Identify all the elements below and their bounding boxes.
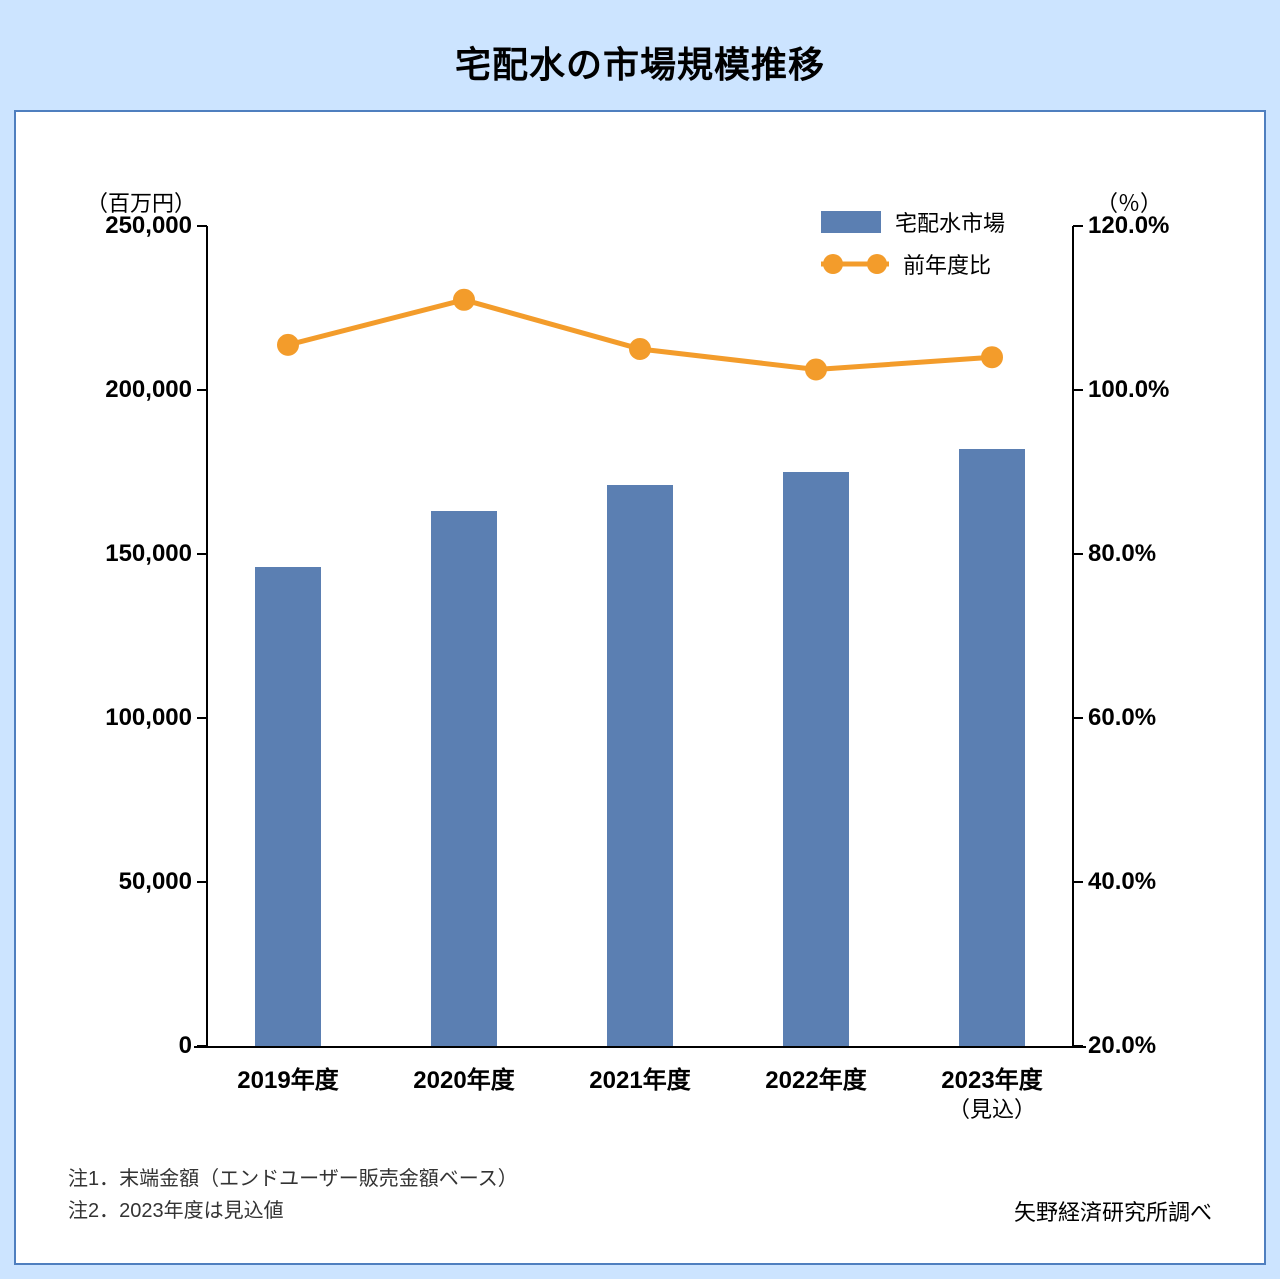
y-left-tick-label: 200,000 <box>60 376 192 404</box>
y-right-tick <box>1073 389 1083 391</box>
y-left-tick-label: 0 <box>60 1032 192 1060</box>
y-left-tick <box>197 553 207 555</box>
y-right-tick <box>1073 225 1083 227</box>
bar <box>959 449 1026 1046</box>
bar <box>783 472 850 1046</box>
y-right-axis-line <box>1072 226 1074 1046</box>
y-left-axis-line <box>206 226 208 1046</box>
y-right-tick-label: 100.0% <box>1088 376 1220 404</box>
chart-title: 宅配水の市場規模推移 <box>14 14 1266 110</box>
x-tick-label: 2021年度 <box>589 1060 690 1095</box>
source-attribution: 矢野経済研究所調べ <box>1014 1195 1212 1227</box>
bar <box>431 511 498 1046</box>
line-marker <box>982 347 1002 367</box>
x-axis-line <box>194 1046 1086 1048</box>
y-right-tick <box>1073 717 1083 719</box>
footnote-1: 注1．末端金額（エンドユーザー販売金額ベース） <box>68 1163 518 1195</box>
footnotes: 注1．末端金額（エンドユーザー販売金額ベース） 注2．2023年度は見込値 <box>68 1163 518 1227</box>
outer-container: 宅配水の市場規模推移 （百万円） （％） 宅配水市場 前年度比 050,0001… <box>0 0 1280 1279</box>
y-right-tick-label: 120.0% <box>1088 212 1220 240</box>
x-tick-sublabel: （見込） <box>948 1092 1036 1124</box>
y-left-tick <box>197 717 207 719</box>
bar <box>607 485 674 1046</box>
chart-area: （百万円） （％） 宅配水市場 前年度比 050,000100,000150,0… <box>60 156 1220 1126</box>
y-left-tick <box>197 225 207 227</box>
line-marker <box>630 339 650 359</box>
y-left-tick <box>197 389 207 391</box>
bar <box>255 567 322 1046</box>
x-tick-label: 2019年度 <box>237 1060 338 1095</box>
y-left-tick-label: 50,000 <box>60 868 192 896</box>
y-left-tick <box>197 1045 207 1047</box>
y-right-tick-label: 20.0% <box>1088 1032 1220 1060</box>
line-marker <box>278 335 298 355</box>
y-left-tick-label: 100,000 <box>60 704 192 732</box>
y-right-tick-label: 60.0% <box>1088 704 1220 732</box>
plot-area <box>200 226 1080 1046</box>
x-tick-label: 2022年度 <box>765 1060 866 1095</box>
x-tick-label: 2020年度 <box>413 1060 514 1095</box>
y-right-tick <box>1073 1045 1083 1047</box>
line-series <box>288 300 992 370</box>
chart-panel: （百万円） （％） 宅配水市場 前年度比 050,000100,000150,0… <box>14 110 1266 1265</box>
y-right-tick <box>1073 881 1083 883</box>
line-marker <box>806 360 826 380</box>
y-right-tick-label: 40.0% <box>1088 868 1220 896</box>
footnote-2: 注2．2023年度は見込値 <box>68 1195 518 1227</box>
y-left-tick <box>197 881 207 883</box>
y-right-tick <box>1073 553 1083 555</box>
y-left-tick-label: 250,000 <box>60 212 192 240</box>
y-left-tick-label: 150,000 <box>60 540 192 568</box>
line-marker <box>454 290 474 310</box>
y-right-tick-label: 80.0% <box>1088 540 1220 568</box>
x-tick-label: 2023年度 <box>941 1060 1042 1095</box>
